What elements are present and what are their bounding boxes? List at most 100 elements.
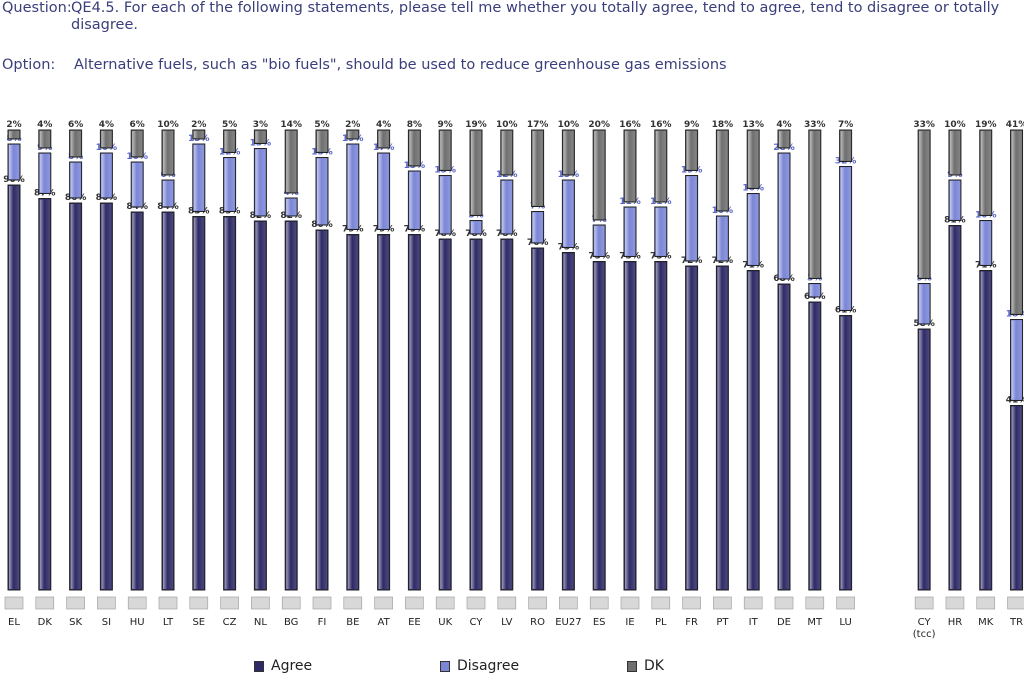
bar-shine bbox=[501, 181, 512, 233]
bar-shine bbox=[625, 131, 635, 201]
flag-icon bbox=[713, 596, 732, 610]
bar-shine bbox=[378, 131, 389, 147]
bar-shine bbox=[686, 131, 697, 170]
bar-shine bbox=[9, 145, 19, 179]
category-label: PL bbox=[655, 617, 667, 628]
bar-shine bbox=[193, 217, 204, 589]
flag-icon bbox=[466, 596, 486, 610]
flag-icon bbox=[312, 596, 332, 610]
flag-icon bbox=[35, 596, 55, 610]
bar-shine bbox=[779, 285, 789, 589]
bar-shine bbox=[132, 131, 143, 156]
bar-shine bbox=[625, 208, 635, 256]
bar-shine bbox=[440, 240, 451, 589]
value-label-dk: 17% bbox=[527, 120, 549, 130]
bar-shine bbox=[809, 284, 820, 296]
bar-shine bbox=[686, 267, 697, 589]
legend-swatch-agree bbox=[254, 660, 264, 672]
bar-shine bbox=[224, 131, 235, 152]
bar-shine bbox=[655, 262, 666, 589]
category-label: TR bbox=[1009, 617, 1023, 628]
bar-shine bbox=[563, 253, 574, 589]
flag-icon bbox=[528, 596, 547, 610]
bar-shine bbox=[9, 186, 19, 589]
legend-label-dk: DK bbox=[644, 658, 664, 674]
value-label-dk: 10% bbox=[157, 120, 179, 130]
flag-icon bbox=[589, 596, 609, 610]
bar-shine bbox=[163, 213, 173, 589]
bar-shine bbox=[980, 271, 991, 589]
bar-shine bbox=[317, 231, 327, 589]
value-label-dk: 5% bbox=[314, 120, 329, 130]
bar-shine bbox=[625, 262, 635, 589]
value-label-dk: 10% bbox=[558, 120, 580, 130]
value-label-dk: 16% bbox=[650, 120, 672, 130]
category-label: LV bbox=[501, 617, 512, 628]
bar-shine bbox=[409, 235, 420, 589]
value-label-dk: 4% bbox=[376, 120, 391, 130]
bar-shine bbox=[347, 131, 358, 138]
bar-shine bbox=[840, 167, 851, 310]
bar-shine bbox=[70, 204, 81, 589]
value-label-dk: 5% bbox=[222, 120, 237, 130]
chart-header: Question: QE4.5. For each of the followi… bbox=[2, 0, 1020, 74]
legend-label-disagree: Disagree bbox=[457, 658, 520, 674]
bar-shine bbox=[779, 154, 789, 278]
bar-shine bbox=[39, 131, 50, 147]
value-label-dk: 4% bbox=[37, 120, 52, 130]
value-label-dk: 13% bbox=[742, 120, 764, 130]
bar-shine bbox=[9, 131, 19, 138]
bar-shine bbox=[39, 154, 50, 193]
bar-shine bbox=[409, 131, 420, 165]
bar-shine bbox=[594, 226, 605, 256]
value-label-dk: 10% bbox=[496, 120, 518, 130]
bar-shine bbox=[440, 176, 451, 233]
category-label: PT bbox=[716, 617, 729, 628]
bar-shine bbox=[655, 131, 666, 201]
bar-shine bbox=[224, 217, 235, 589]
bar-shine bbox=[101, 131, 112, 147]
legend-item-dk: DK bbox=[627, 658, 664, 674]
flag-icon bbox=[743, 596, 763, 610]
bar-shine bbox=[501, 240, 512, 589]
flag-icon bbox=[774, 596, 794, 610]
bar-shine bbox=[949, 226, 960, 589]
bar-shine bbox=[717, 131, 728, 210]
bar-shine bbox=[919, 131, 930, 278]
bar-shine bbox=[840, 316, 851, 589]
bar-shine bbox=[255, 149, 266, 215]
category-label: SK bbox=[69, 617, 82, 628]
value-label-dk: 8% bbox=[407, 120, 422, 130]
bar-shine bbox=[1011, 320, 1022, 400]
flag-icon bbox=[945, 596, 965, 610]
category-label: BG bbox=[284, 617, 298, 628]
bar-shine bbox=[809, 131, 820, 278]
category-label: IE bbox=[625, 617, 634, 628]
legend-swatch-dk bbox=[627, 660, 637, 672]
value-label-dk: 10% bbox=[944, 120, 966, 130]
bar-shine bbox=[1011, 131, 1022, 314]
category-label: EL bbox=[8, 617, 20, 628]
bar-shine bbox=[378, 235, 389, 589]
value-label-dk: 33% bbox=[804, 120, 826, 130]
bar-shine bbox=[409, 172, 420, 229]
bar-shine bbox=[255, 222, 266, 589]
bar-shine bbox=[317, 158, 327, 224]
bar-shine bbox=[101, 154, 112, 197]
flag-icon bbox=[220, 596, 239, 610]
category-label: CY bbox=[918, 617, 932, 628]
bar-shine bbox=[840, 131, 851, 161]
bar-shine bbox=[286, 222, 297, 589]
bar-shine bbox=[224, 158, 235, 211]
flag-icon bbox=[976, 596, 996, 610]
category-label: FI bbox=[318, 617, 327, 628]
value-label-dk: 7% bbox=[838, 120, 853, 130]
bar-shine bbox=[655, 208, 666, 256]
bar-shine bbox=[532, 131, 543, 206]
bar-shine bbox=[70, 163, 81, 197]
flag-icon bbox=[1007, 596, 1024, 610]
chart-legend: Agree Disagree DK bbox=[0, 658, 1024, 682]
category-label: MT bbox=[807, 617, 823, 628]
category-label: EU27 bbox=[555, 617, 581, 628]
flag-icon bbox=[836, 596, 855, 610]
